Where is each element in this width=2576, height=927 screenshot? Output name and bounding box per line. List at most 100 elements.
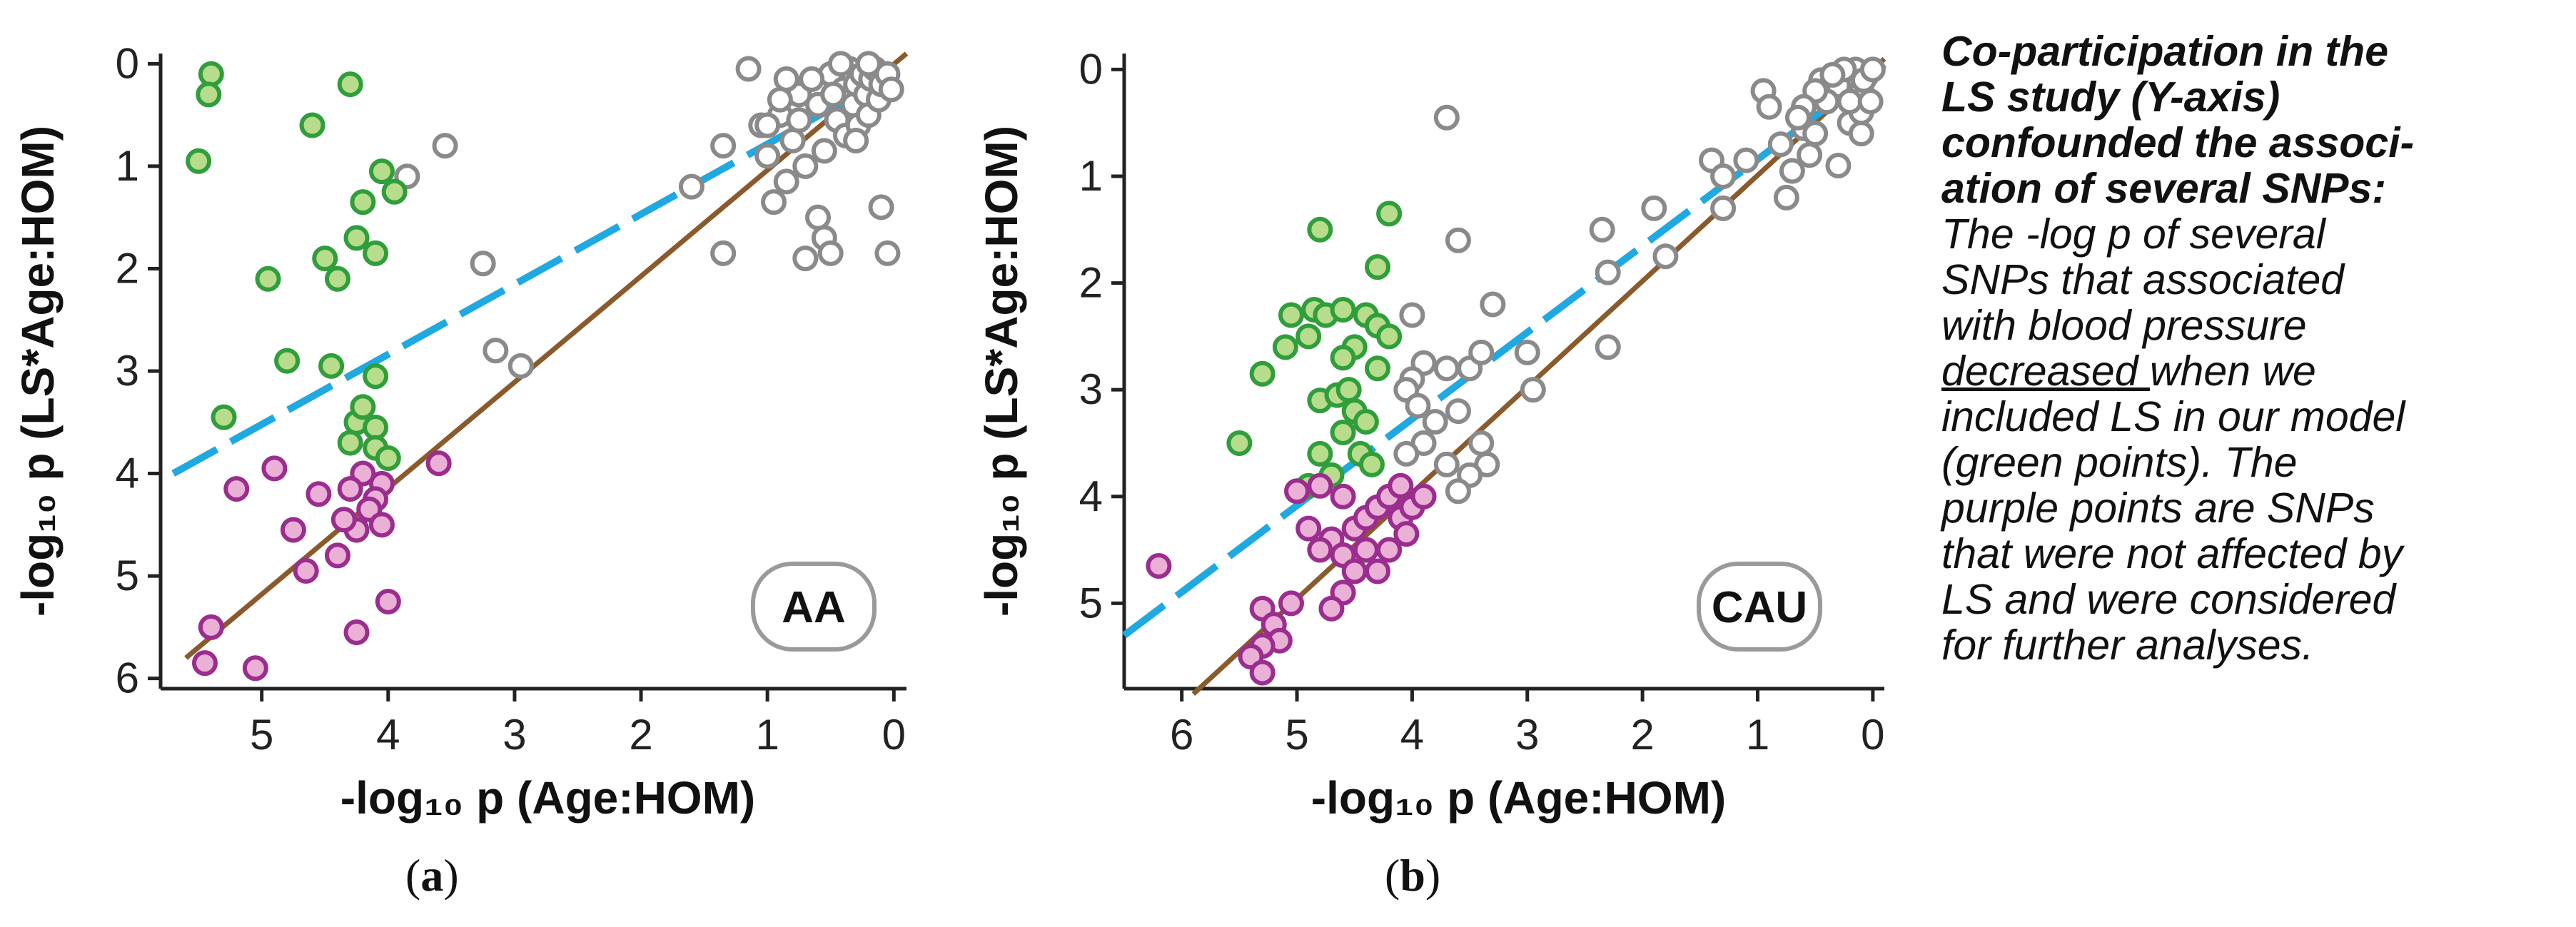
green-point: [1365, 355, 1390, 382]
gray-point: [1652, 243, 1679, 270]
y-tick-label: 4: [116, 450, 139, 497]
gray-point: [1433, 104, 1460, 131]
green-point: [350, 189, 376, 216]
y-tick-label: 6: [116, 654, 139, 702]
green-point: [198, 61, 224, 87]
purple-point: [375, 588, 401, 614]
purple-point: [280, 517, 306, 543]
green-point: [1358, 451, 1385, 477]
gray-point: [432, 133, 458, 159]
panel-b-chart: 6 5 4 3 2 1 0 0 1 2 3 4 5 CAU -log₁₀ p (Age:HOM) -log₁₀…: [976, 45, 1887, 824]
green-point: [211, 404, 237, 430]
note-line-8-rest: when we: [2149, 348, 2316, 395]
gray-point: [1468, 430, 1495, 456]
gray-point: [1819, 61, 1846, 88]
green-point: [1330, 296, 1356, 323]
y-tick-label: 5: [1079, 579, 1103, 627]
green-point: [1249, 360, 1276, 387]
gray-point: [754, 143, 781, 169]
green-point: [337, 430, 363, 456]
gray-point: [1710, 163, 1737, 190]
note-line-13: LS and were considered: [1941, 576, 2396, 623]
note-line-14: for further analyses.: [1941, 622, 2314, 669]
note-bold-line-3: confounded the associ-: [1941, 119, 2415, 166]
gray-point: [1756, 93, 1782, 120]
purple-point: [1146, 552, 1172, 579]
purple-point: [1307, 472, 1333, 499]
purple-point: [1393, 521, 1420, 547]
green-point: [186, 148, 212, 174]
purple-point: [1249, 659, 1276, 686]
note-underlined-word: decreased: [1941, 348, 2150, 395]
gray-point: [1641, 195, 1667, 221]
gray-point: [874, 240, 901, 266]
gray-point: [1857, 88, 1884, 115]
purple-point: [368, 512, 395, 538]
gray-point: [1445, 398, 1471, 425]
green-point: [1272, 334, 1298, 360]
purple-point: [1330, 483, 1356, 510]
purple-point: [293, 557, 319, 584]
purple-point: [1341, 558, 1368, 584]
x-tick-label: 1: [1746, 711, 1769, 759]
gray-point: [786, 107, 812, 133]
y-tick-label: 4: [1079, 472, 1103, 520]
note-line-11: purple points are SNPs: [1941, 485, 2375, 532]
gray-point: [735, 56, 762, 82]
y-axis-title: -log₁₀ p (LS*Age:HOM): [976, 126, 1027, 617]
purple-point: [1278, 590, 1304, 617]
gray-point: [1859, 56, 1886, 83]
green-point: [381, 178, 408, 205]
green-point: [1307, 440, 1333, 467]
purple-point: [324, 542, 350, 569]
gray-point: [799, 66, 825, 92]
y-tick-label: 5: [116, 552, 139, 599]
gray-point: [1393, 440, 1420, 467]
gray-point: [678, 173, 704, 200]
x-tick-label: 0: [882, 711, 906, 759]
gray-point: [1445, 227, 1471, 253]
note-bold-line-2: LS study (Y-axis): [1941, 74, 2280, 121]
gray-point: [1405, 392, 1431, 419]
gray-point: [761, 189, 787, 216]
population-badge-box: [751, 562, 877, 652]
green-point: [324, 265, 350, 292]
gray-point: [1468, 339, 1495, 365]
purple-point: [337, 476, 363, 502]
note-line-7: with blood pressure: [1941, 302, 2307, 349]
purple-point: [1353, 537, 1379, 563]
x-tick-label: 1: [755, 711, 779, 759]
gray-point: [470, 250, 496, 277]
purple-point: [1376, 537, 1403, 563]
note-line-8: decreased when we: [1941, 348, 2570, 394]
green-point: [1335, 377, 1362, 403]
note-bold-line-4: ation of several SNPs:: [1941, 165, 2386, 212]
green-point: [1330, 420, 1356, 446]
y-tick-label: 1: [1079, 152, 1103, 200]
x-tick-label: 5: [1285, 711, 1308, 759]
gray-point: [820, 81, 847, 108]
gray-point: [767, 86, 793, 113]
panel-a-caption-letter: a: [420, 850, 444, 901]
green-point: [1376, 201, 1403, 227]
gray-point: [710, 133, 737, 159]
gray-point: [1595, 334, 1621, 360]
gray-point: [773, 66, 799, 92]
green-point: [368, 158, 395, 185]
green-point: [1295, 323, 1322, 350]
gray-point: [792, 245, 819, 272]
green-point: [1307, 216, 1333, 243]
gray-point: [773, 168, 799, 195]
gray-point: [1802, 121, 1829, 147]
y-tick-label: 3: [116, 347, 139, 395]
purple-point: [330, 507, 357, 533]
purple-point: [1388, 472, 1414, 499]
gray-point: [805, 204, 832, 231]
panel-a-chart: 5 4 3 2 1 0 0 1 2 3 4 5 6 AA -log₁₀ p (Age:HOM) -log₁₀ …: [12, 39, 909, 824]
x-axis-title: -log₁₀ p (Age:HOM): [340, 772, 755, 824]
green-point: [1278, 302, 1304, 328]
gray-point: [792, 153, 819, 179]
gray-point: [507, 353, 534, 379]
green-point: [343, 225, 370, 251]
panel-a-caption: (a): [405, 850, 459, 901]
